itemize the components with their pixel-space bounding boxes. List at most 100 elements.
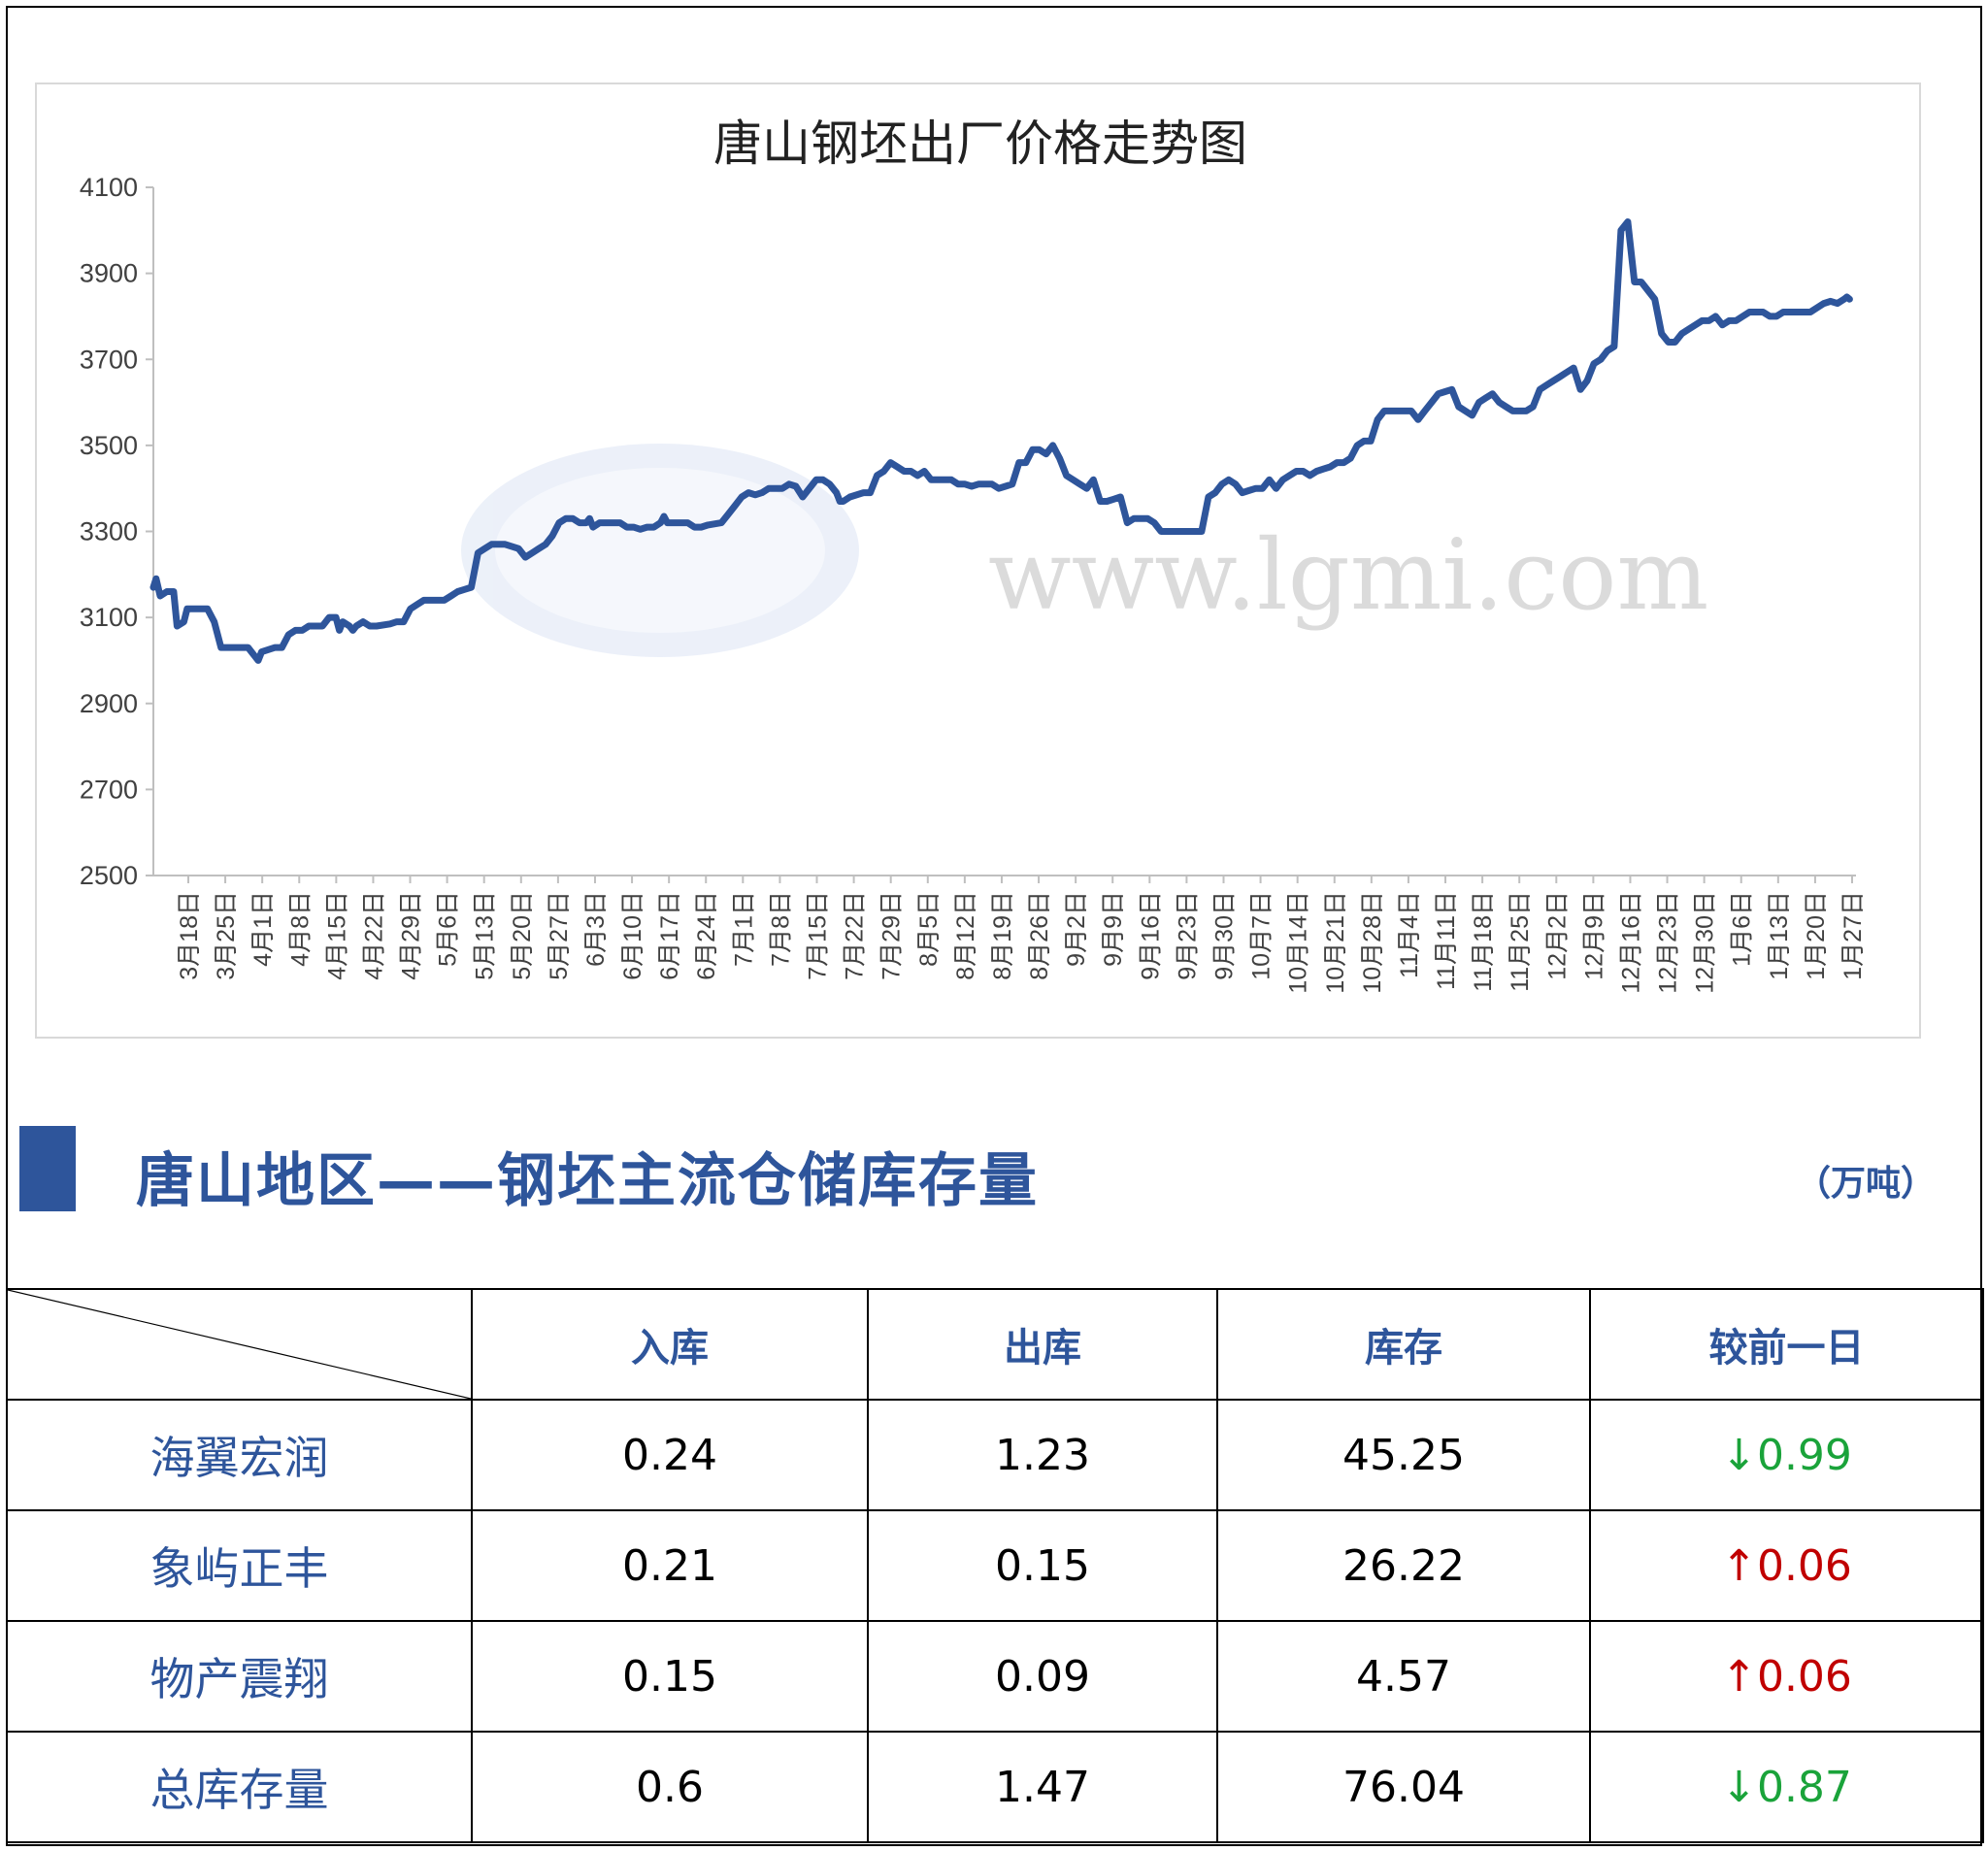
cell-change: ↑0.06 <box>1589 1509 1984 1622</box>
cell-in: 0.24 <box>471 1399 869 1511</box>
x-tick-label: 10月21日 <box>1322 891 1349 994</box>
chart-title: 唐山钢坯出厂价格走势图 <box>713 116 1247 172</box>
table-corner-cell <box>6 1288 473 1401</box>
cell-in: 0.21 <box>471 1509 869 1622</box>
row-name: 物产震翔 <box>6 1620 473 1733</box>
inventory-table: 入库 出库 库存 较前一日 海翼宏润 0.24 1.23 45.25 ↓0.99… <box>6 1288 1984 1843</box>
cell-change: ↓0.99 <box>1589 1399 1984 1511</box>
section-unit: （万吨） <box>1795 1164 1936 1204</box>
x-tick-label: 8月12日 <box>952 891 979 980</box>
x-tick-label: 12月2日 <box>1543 891 1571 980</box>
table-header-row: 入库 出库 库存 较前一日 <box>6 1288 1984 1401</box>
x-tick-label: 8月26日 <box>1026 891 1053 980</box>
cell-stock: 76.04 <box>1216 1731 1591 1843</box>
x-tick-label: 12月23日 <box>1655 891 1682 994</box>
x-tick-label: 1月20日 <box>1803 891 1830 980</box>
x-tick-label: 8月19日 <box>989 891 1016 980</box>
x-tick-label: 11月18日 <box>1470 891 1497 992</box>
x-tick-label: 8月5日 <box>915 891 943 967</box>
x-tick-label: 9月9日 <box>1100 891 1127 967</box>
table-row: 总库存量 0.6 1.47 76.04 ↓0.87 <box>6 1731 1984 1843</box>
x-tick-label: 4月15日 <box>323 891 350 980</box>
table-row: 象屿正丰 0.21 0.15 26.22 ↑0.06 <box>6 1509 1984 1622</box>
x-tick-label: 7月8日 <box>767 891 794 967</box>
x-tick-label: 4月1日 <box>249 891 277 967</box>
y-axis: 2500 2700 2900 3100 3300 3500 3700 3900 4100 <box>80 173 154 890</box>
x-tick-label: 10月28日 <box>1359 891 1386 994</box>
series-layer <box>149 218 1853 664</box>
x-tick-label: 7月29日 <box>878 891 906 980</box>
header-change: 较前一日 <box>1589 1288 1984 1401</box>
x-tick-label: 1月13日 <box>1766 891 1793 980</box>
section-header: 唐山地区——钢坯主流仓储库存量 （万吨） <box>19 1126 1961 1215</box>
y-tick-label: 3500 <box>80 431 138 460</box>
x-axis: 3月18日 3月25日 4月1日 4月8日 4月15日 4月22日 4月29日 5月6日 5月1… <box>153 875 1867 994</box>
x-tick-label: 11月11日 <box>1433 891 1460 990</box>
x-tick-label: 7月15日 <box>805 891 832 980</box>
header-in: 入库 <box>471 1288 869 1401</box>
x-tick-label: 11月4日 <box>1396 891 1423 978</box>
y-tick-label: 3900 <box>80 259 138 288</box>
chart-svg: www.lgmi.com 唐山钢坯出厂价格走势图 2500 2700 2900 310… <box>80 116 1867 994</box>
x-tick-label: 12月9日 <box>1580 891 1607 980</box>
x-tick-label: 12月16日 <box>1617 891 1644 994</box>
section-title: 唐山地区——钢坯主流仓储库存量 <box>136 1147 1039 1215</box>
x-tick-label: 10月7日 <box>1248 891 1276 980</box>
row-name: 总库存量 <box>6 1731 473 1843</box>
watermark-logo: www.lgmi.com <box>461 444 1708 657</box>
x-tick-label: 4月8日 <box>286 891 314 967</box>
table-row: 海翼宏润 0.24 1.23 45.25 ↓0.99 <box>6 1399 1984 1511</box>
x-tick-label: 4月22日 <box>360 891 387 980</box>
x-tick-label: 9月16日 <box>1137 891 1164 980</box>
cell-stock: 26.22 <box>1216 1509 1591 1622</box>
x-tick-label: 7月1日 <box>730 891 757 967</box>
cell-stock: 4.57 <box>1216 1620 1591 1733</box>
x-tick-label: 6月10日 <box>619 891 646 980</box>
x-tick-label: 12月30日 <box>1692 891 1719 994</box>
y-tick-label: 3100 <box>80 603 138 632</box>
cell-out: 1.47 <box>867 1731 1218 1843</box>
cell-in: 0.6 <box>471 1731 869 1843</box>
header-out: 出库 <box>867 1288 1218 1401</box>
watermark-text: www.lgmi.com <box>988 518 1708 632</box>
x-tick-label: 5月13日 <box>472 891 499 980</box>
y-tick-label: 3300 <box>80 517 138 546</box>
row-name: 海翼宏润 <box>6 1399 473 1511</box>
cell-change: ↑0.06 <box>1589 1620 1984 1733</box>
x-tick-label: 7月22日 <box>842 891 869 980</box>
section-marker <box>19 1126 76 1211</box>
cell-out: 1.23 <box>867 1399 1218 1511</box>
price-series-line <box>149 218 1853 664</box>
x-tick-label: 9月30日 <box>1210 891 1238 980</box>
x-tick-label: 5月6日 <box>435 891 462 967</box>
x-tick-label: 1月6日 <box>1729 891 1756 967</box>
x-tick-label: 1月27日 <box>1839 891 1867 980</box>
row-name: 象屿正丰 <box>6 1509 473 1622</box>
x-tick-label: 3月18日 <box>176 891 203 980</box>
x-tick-label: 9月2日 <box>1063 891 1090 967</box>
x-tick-label: 5月27日 <box>546 891 573 980</box>
y-tick-label: 2900 <box>80 689 138 718</box>
price-chart: www.lgmi.com 唐山钢坯出厂价格走势图 2500 2700 2900 310… <box>35 83 1921 1039</box>
cell-stock: 45.25 <box>1216 1399 1591 1511</box>
cell-out: 0.09 <box>867 1620 1218 1733</box>
y-tick-label: 4100 <box>80 173 138 202</box>
y-tick-label: 2500 <box>80 861 138 890</box>
header-stock: 库存 <box>1216 1288 1591 1401</box>
y-tick-label: 2700 <box>80 775 138 804</box>
x-tick-label: 4月29日 <box>398 891 425 980</box>
table-row: 物产震翔 0.15 0.09 4.57 ↑0.06 <box>6 1620 1984 1733</box>
x-tick-label: 5月20日 <box>509 891 536 980</box>
x-tick-label: 6月17日 <box>656 891 683 980</box>
diagonal-line <box>8 1290 471 1399</box>
cell-in: 0.15 <box>471 1620 869 1733</box>
x-tick-label: 10月14日 <box>1285 891 1312 994</box>
y-tick-label: 3700 <box>80 345 138 374</box>
x-tick-label: 3月25日 <box>213 891 240 980</box>
x-tick-label: 6月3日 <box>582 891 610 967</box>
x-tick-label: 9月23日 <box>1174 891 1201 980</box>
cell-out: 0.15 <box>867 1509 1218 1622</box>
cell-change: ↓0.87 <box>1589 1731 1984 1843</box>
x-tick-label: 6月24日 <box>693 891 720 980</box>
x-tick-label: 11月25日 <box>1507 891 1534 992</box>
